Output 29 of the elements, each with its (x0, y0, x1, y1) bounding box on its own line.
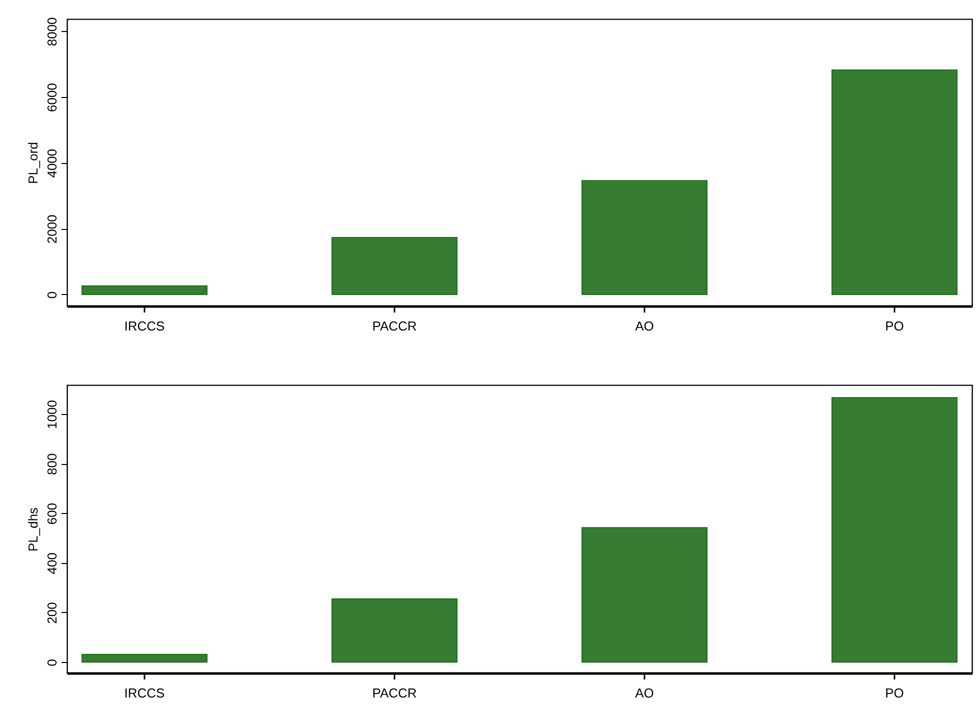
y-tick-label: 600 (44, 502, 60, 525)
y-tick-label: 800 (44, 453, 60, 475)
y-tick-label: 0 (44, 658, 60, 666)
x-tick-label: AO (635, 686, 654, 700)
y-tick-label: 4000 (44, 148, 60, 178)
y-tick-label: 1000 (44, 400, 60, 429)
y-tick-label: 8000 (44, 17, 60, 46)
bar (332, 237, 458, 295)
x-tick-label: IRCCS (124, 686, 166, 700)
y-tick-label: 200 (44, 602, 60, 624)
bar (82, 654, 208, 663)
x-tick-label: PO (885, 686, 904, 700)
y-axis-title: PL_dhs (26, 506, 40, 552)
bar (832, 70, 958, 295)
bar (582, 527, 708, 663)
x-tick-label: AO (635, 318, 654, 334)
x-tick-label: IRCCS (124, 318, 166, 334)
bar (332, 598, 458, 663)
bar (832, 397, 958, 663)
bar (82, 285, 208, 295)
y-tick-label: 6000 (44, 83, 60, 112)
x-tick-label: PACCR (372, 318, 417, 334)
x-tick-label: PO (885, 318, 904, 334)
y-tick-label: 400 (44, 552, 60, 574)
y-tick-label: 2000 (44, 214, 60, 244)
y-axis-title: PL_ord (26, 142, 40, 184)
y-tick-label: 0 (44, 291, 60, 299)
bar (582, 180, 708, 295)
x-tick-label: PACCR (372, 686, 417, 700)
